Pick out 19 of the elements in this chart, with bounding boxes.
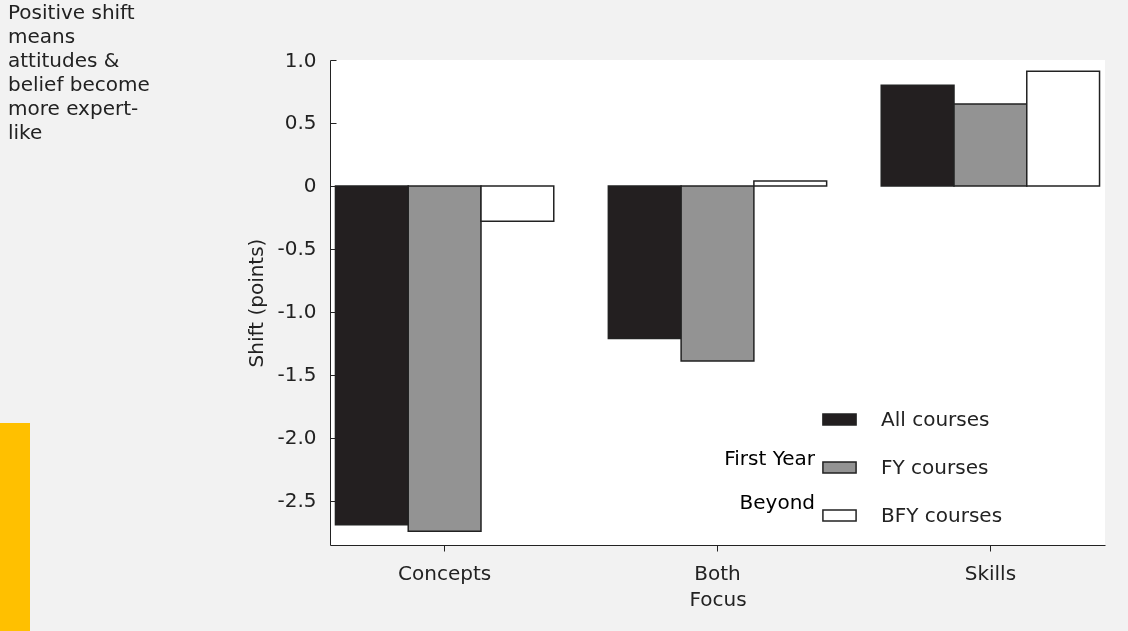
x-tick-label: Concepts: [398, 560, 492, 585]
legend-label: FY courses: [881, 454, 989, 479]
y-tick-label: -0.5: [277, 236, 317, 261]
legend-label: BFY courses: [881, 502, 1003, 527]
y-axis-title: Shift (points): [244, 238, 269, 368]
annotation: First Year: [724, 446, 815, 470]
y-tick-label: 0: [303, 173, 317, 198]
y-tick-label: -1.5: [277, 362, 317, 387]
x-tick-label: Both: [694, 560, 741, 585]
y-tick-label: -2.5: [277, 488, 317, 513]
y-tick-label: -2.0: [277, 425, 317, 450]
x-tick-label: Skills: [964, 560, 1017, 585]
x-axis-title: Focus: [689, 586, 747, 611]
y-tick-label: -1.0: [277, 299, 317, 324]
y-tick-label: 0.5: [284, 110, 317, 135]
legend-label: All courses: [881, 406, 990, 431]
annotation: Beyond: [739, 490, 815, 514]
y-tick-label: 1.0: [284, 47, 317, 72]
text: Positive shift means attitudes & belief become more expert-like: [8, 0, 151, 144]
